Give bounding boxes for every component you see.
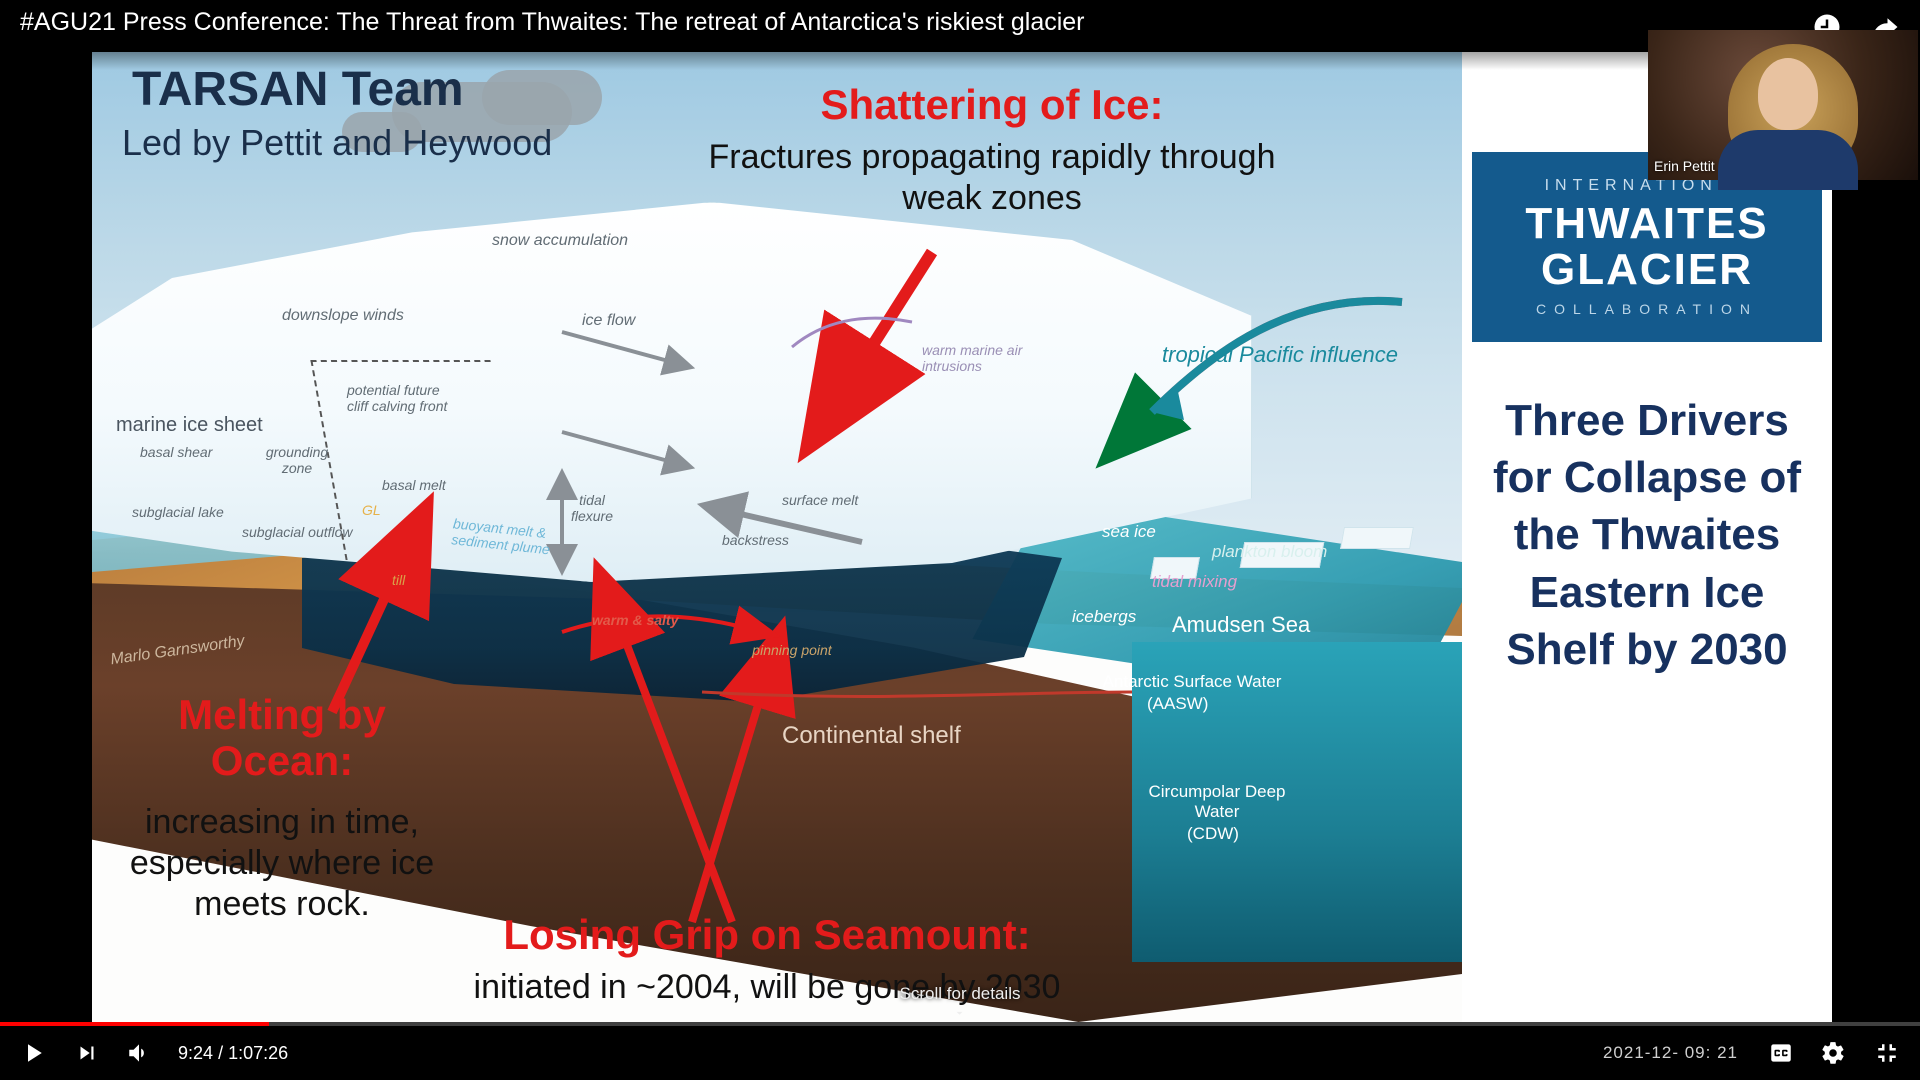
slide-team-title: TARSAN Team xyxy=(132,62,464,117)
volume-button[interactable] xyxy=(126,1040,152,1066)
time-display: 9:24 / 1:07:26 xyxy=(178,1043,288,1064)
label-icebergs: icebergs xyxy=(1072,607,1136,627)
next-button[interactable] xyxy=(74,1040,100,1066)
label-tidal-flexure: tidal flexure xyxy=(562,492,622,524)
brand-line2a: THWAITES xyxy=(1525,201,1768,247)
label-subglacial-outflow: subglacial outflow xyxy=(242,524,353,540)
label-gl: GL xyxy=(362,502,381,518)
label-surface-melt: surface melt xyxy=(782,492,858,508)
ann-melt-body: increasing in time, especially where ice… xyxy=(102,802,462,924)
label-sea-ice: sea ice xyxy=(1102,522,1156,542)
label-pinning: pinning point xyxy=(752,642,832,658)
ann-shatter-body: Fractures propagating rapidly through we… xyxy=(702,137,1282,219)
label-iceflow: ice flow xyxy=(582,312,635,330)
iceberg-shape xyxy=(1340,527,1414,549)
label-amundsen: Amudsen Sea xyxy=(1172,612,1310,637)
label-basal-shear: basal shear xyxy=(140,444,212,460)
label-tropical: tropical Pacific influence xyxy=(1162,342,1398,368)
ann-shatter-title: Shattering of Ice: xyxy=(732,82,1252,128)
label-aasw2: (AASW) xyxy=(1147,694,1208,714)
label-tidal-mixing: tidal mixing xyxy=(1152,572,1237,592)
recording-timestamp: 2021-12- 09: 21 xyxy=(1603,1043,1738,1063)
video-area[interactable]: snow accumulation downslope winds ice fl… xyxy=(0,0,1920,1026)
label-future-cliff: potential future cliff calving front xyxy=(347,382,457,414)
pip-body xyxy=(1718,130,1858,190)
label-warm-air: warm marine air intrusions xyxy=(922,342,1042,374)
player-controls: 9:24 / 1:07:26 2021-12- 09: 21 xyxy=(0,1026,1920,1080)
presentation-slide: snow accumulation downslope winds ice fl… xyxy=(92,52,1832,1022)
side-headline: Three Drivers for Collapse of the Thwait… xyxy=(1472,392,1822,678)
speaker-name: Erin Pettit xyxy=(1654,158,1715,174)
slide-team-subtitle: Led by Pettit and Heywood xyxy=(122,122,552,164)
label-snow: snow accumulation xyxy=(492,232,628,250)
exit-fullscreen-button[interactable] xyxy=(1872,1038,1902,1068)
label-backstress: backstress xyxy=(722,532,789,548)
label-cdw2: (CDW) xyxy=(1187,824,1239,844)
label-till: till xyxy=(392,572,405,588)
label-continental-shelf: Continental shelf xyxy=(782,722,961,750)
pip-head xyxy=(1758,58,1818,130)
video-title-bar: #AGU21 Press Conference: The Threat from… xyxy=(0,0,1920,70)
captions-button[interactable] xyxy=(1768,1040,1794,1066)
current-time: 9:24 xyxy=(178,1043,213,1063)
label-marine-ice-sheet: marine ice sheet xyxy=(116,414,263,437)
label-cdw1: Circumpolar Deep Water xyxy=(1142,782,1292,821)
label-plankton: plankton bloom xyxy=(1212,542,1327,562)
label-warm-salty: warm & salty xyxy=(592,612,678,628)
video-title: #AGU21 Press Conference: The Threat from… xyxy=(20,8,1812,37)
ann-seamount-title: Losing Grip on Seamount: xyxy=(462,912,1072,958)
duration: 1:07:26 xyxy=(228,1043,288,1063)
ann-melt-title: Melting by Ocean: xyxy=(132,692,432,784)
cloud-shape xyxy=(482,70,602,125)
brand-line2b: GLACIER xyxy=(1541,247,1753,293)
play-button[interactable] xyxy=(18,1038,48,1068)
label-basal-melt: basal melt xyxy=(382,477,446,493)
label-subglacial-lake: subglacial lake xyxy=(132,504,224,520)
speaker-pip: Erin Pettit xyxy=(1648,30,1918,180)
label-aasw1: Antarctic Surface Water xyxy=(1092,672,1292,692)
scroll-hint-text: Scroll for details xyxy=(900,984,1021,1003)
label-grounding-zone: grounding zone xyxy=(252,444,342,476)
brand-line3: COLLABORATION xyxy=(1536,301,1758,317)
player-stage: snow accumulation downslope winds ice fl… xyxy=(0,0,1920,1080)
label-downslope: downslope winds xyxy=(282,307,404,325)
settings-button[interactable] xyxy=(1820,1040,1846,1066)
scroll-hint[interactable]: Scroll for details xyxy=(900,984,1021,1020)
